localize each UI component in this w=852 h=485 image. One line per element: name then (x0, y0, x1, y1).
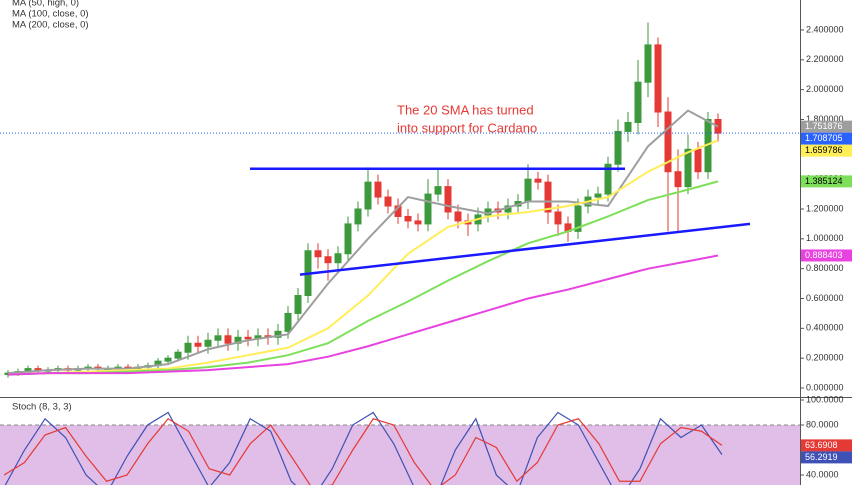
moving-average (7, 254, 719, 376)
annotation: into support for Cardano (397, 120, 537, 135)
y-tick-label: 0.600000 (806, 293, 844, 303)
value-tag-label: 56.2919 (805, 452, 838, 462)
y-tick-label: 1.000000 (806, 233, 844, 243)
candle-body (374, 181, 382, 198)
candle-body (334, 253, 342, 264)
value-tag-label: 0.888403 (805, 250, 843, 260)
candle-body (204, 339, 212, 347)
y-tick-label: 80.0000 (806, 419, 839, 429)
value-tag (801, 439, 852, 452)
moving-average (7, 139, 719, 376)
value-tag (801, 132, 852, 145)
moving-average (7, 109, 719, 375)
candle-body (654, 44, 662, 113)
value-tag-label: 1.751876 (805, 121, 843, 131)
candle-body (314, 250, 322, 258)
candle-body (424, 193, 432, 225)
candle-body (574, 205, 582, 232)
y-tick-label: 0.400000 (806, 323, 844, 333)
candle-body (274, 330, 282, 338)
value-tag (801, 249, 852, 262)
value-tag (801, 175, 852, 188)
value-tag-label: 63.6908 (805, 440, 838, 450)
stoch-line (4, 411, 723, 485)
y-tick-label: 1.200000 (806, 203, 844, 213)
candle-body (694, 148, 702, 173)
stoch-line (3, 417, 723, 485)
candle-body (164, 357, 172, 362)
candle-body (604, 163, 612, 195)
candle-body (644, 44, 652, 83)
moving-average (7, 180, 719, 376)
candle-body (624, 121, 632, 132)
candle-body (294, 295, 302, 314)
candle-body (594, 193, 602, 198)
y-tick-label: 1.800000 (806, 114, 844, 124)
candle-body (404, 215, 412, 222)
value-tag (801, 144, 852, 157)
candle-body (524, 178, 532, 203)
value-tag-label: 1.385124 (805, 176, 843, 186)
y-tick-label: 0.200000 (806, 353, 844, 363)
candle-body (194, 342, 202, 347)
annotation: The 20 SMA has turned (397, 102, 534, 117)
candle-body (454, 211, 462, 222)
value-tag (801, 451, 852, 464)
candle-body (544, 181, 552, 213)
candle-body (614, 130, 622, 165)
candle-body (534, 178, 542, 183)
trend-line (299, 222, 751, 276)
y-tick-label: 0.800000 (806, 263, 844, 273)
candle-body (444, 186, 452, 213)
candle-body (354, 208, 362, 225)
y-tick-label: 2.000000 (806, 84, 844, 94)
candle-body (364, 181, 372, 210)
y-tick-label: 2.400000 (806, 24, 844, 34)
value-tag-label: 1.659786 (805, 145, 843, 155)
candle-body (324, 256, 332, 264)
candle-body (414, 220, 422, 225)
candle-body (664, 111, 672, 173)
candle-body (214, 335, 222, 341)
candle-body (174, 351, 182, 359)
value-tag-label: 1.708705 (805, 133, 843, 143)
legend-entry: MA (100, close, 0) (12, 9, 89, 20)
y-tick-label: 2.200000 (806, 54, 844, 64)
candle-body (224, 335, 232, 344)
candle-body (634, 81, 642, 123)
candle-body (434, 186, 442, 195)
price-pane (0, 22, 800, 378)
value-tag (801, 120, 852, 133)
y-tick-label: 0.000000 (806, 382, 844, 392)
candle-body (684, 148, 692, 188)
candle-body (284, 312, 292, 332)
stoch-title: Stoch (8, 3, 3) (12, 402, 72, 413)
candle-body (344, 223, 352, 255)
candle-body (674, 171, 682, 188)
candle-body (554, 211, 562, 225)
candle-body (384, 196, 392, 207)
stoch-band (0, 425, 800, 485)
y-tick-label: 40.0000 (806, 469, 839, 479)
candle-body (184, 342, 192, 353)
candle-body (244, 336, 252, 340)
legend-entry: MA (200, close, 0) (12, 20, 89, 31)
y-tick-label: 100.0000 (806, 394, 844, 404)
stoch-pane (0, 411, 800, 485)
legend-entry: MA (50, high, 0) (12, 0, 79, 9)
